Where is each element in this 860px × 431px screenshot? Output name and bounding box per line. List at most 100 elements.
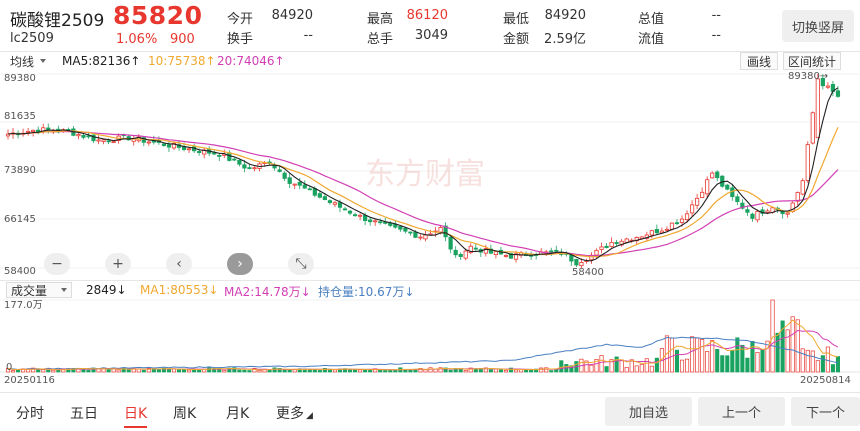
candle xyxy=(554,245,559,253)
volume-bar xyxy=(121,367,126,373)
volume-bar xyxy=(820,355,825,373)
candle-body xyxy=(654,228,659,234)
volume-bar xyxy=(700,339,705,373)
low-annotation: 58400 xyxy=(572,267,604,278)
volume-bar xyxy=(483,367,488,373)
volume-bar xyxy=(755,352,760,373)
volume-bar xyxy=(785,329,790,373)
candle xyxy=(96,135,101,145)
volume-bar xyxy=(830,364,835,373)
tab-weekly-k[interactable]: 周K xyxy=(173,406,197,422)
volume-bar xyxy=(690,336,695,373)
volume-bar xyxy=(493,368,498,373)
candle xyxy=(463,248,468,261)
tab-monthly-k[interactable]: 月K xyxy=(226,406,250,422)
watermark: 东方财富 xyxy=(365,157,485,192)
volume-bar xyxy=(222,370,227,373)
zoom-in-button[interactable]: + xyxy=(105,253,131,275)
candle-body xyxy=(810,112,815,144)
candle-body xyxy=(217,154,222,157)
range-stats-button[interactable]: 区间统计 xyxy=(783,52,841,70)
volume-bar xyxy=(684,358,690,373)
zoom-out-button[interactable]: − xyxy=(44,253,70,275)
volume-bar xyxy=(31,367,36,373)
quote-label-total-lots: 总手 xyxy=(367,32,394,47)
candle-body xyxy=(81,135,86,138)
quote-label-total-value: 总值 xyxy=(638,12,665,27)
volume-bar xyxy=(71,367,76,373)
scroll-right-button[interactable]: › xyxy=(227,253,253,275)
quote-value-low: 84920 xyxy=(544,8,586,23)
candle-body xyxy=(161,143,167,146)
draw-line-button[interactable]: 画线 xyxy=(740,52,778,70)
candle xyxy=(297,177,302,190)
candle xyxy=(574,258,579,267)
volume-bar xyxy=(634,365,639,373)
main-indicator-select[interactable]: 均线 xyxy=(10,53,47,69)
tab-intraday[interactable]: 分时 xyxy=(16,406,44,422)
candle-body xyxy=(765,210,770,213)
candle-body xyxy=(378,221,383,224)
volume-bar xyxy=(624,366,629,373)
volume-bar xyxy=(51,369,56,373)
add-watchlist-button[interactable]: 加自选 xyxy=(605,397,692,426)
main-indicator-label: 均线 xyxy=(10,54,35,69)
tab-daily-k[interactable]: 日K xyxy=(124,403,148,428)
volume-indicator-select[interactable]: 成交量 xyxy=(6,282,73,298)
candle xyxy=(705,176,710,199)
candle xyxy=(815,74,820,139)
candle-body xyxy=(91,134,96,142)
volume-bar xyxy=(498,369,503,373)
volume-bar xyxy=(835,356,841,373)
candle-body xyxy=(493,251,499,255)
volume-bar xyxy=(26,369,31,373)
candle-body xyxy=(815,78,820,139)
candle xyxy=(689,200,695,217)
candle xyxy=(357,213,363,221)
chevron-down-icon xyxy=(61,288,68,292)
candle xyxy=(332,200,338,208)
switch-portrait-button[interactable]: 切换竖屏 xyxy=(782,10,854,42)
candle xyxy=(86,132,91,139)
volume-bar xyxy=(735,337,740,373)
tab-more[interactable]: 更多 ◢ xyxy=(276,403,313,423)
volume-bar xyxy=(378,369,383,373)
volume-ma2: MA2:14.78万↓ xyxy=(224,285,311,299)
volume-value: 2849↓ xyxy=(86,283,127,297)
scroll-left-button[interactable]: ‹ xyxy=(166,253,192,275)
candle-body xyxy=(227,152,232,161)
candle xyxy=(5,129,11,140)
tab-five-day[interactable]: 五日 xyxy=(70,406,98,422)
candle xyxy=(237,159,242,167)
candle xyxy=(347,209,353,216)
candle xyxy=(478,247,483,257)
candle-body xyxy=(232,158,237,161)
candle-body xyxy=(423,234,428,240)
next-button[interactable]: 下一个 xyxy=(791,397,860,426)
volume-bar xyxy=(513,369,519,373)
candle xyxy=(614,239,619,246)
previous-button[interactable]: 上一个 xyxy=(698,397,785,426)
volume-bar xyxy=(639,363,644,373)
candle xyxy=(745,205,750,216)
ma10-value: 10:75738↑ xyxy=(148,54,216,68)
candle xyxy=(805,141,810,183)
candle-body xyxy=(579,262,584,267)
volume-chart[interactable]: 177.0万 0 20250116 20250814 xyxy=(0,298,860,392)
candle-body xyxy=(700,191,705,198)
candle-body xyxy=(750,213,755,219)
volume-bar xyxy=(383,370,388,373)
candle-body xyxy=(86,135,91,138)
kline-chart[interactable]: 东方财富 89380 81635 73890 66145 58400 89380… xyxy=(0,69,860,280)
candle-body xyxy=(599,246,604,250)
candle xyxy=(76,132,81,140)
candle-body xyxy=(674,222,680,225)
volume-bar xyxy=(373,368,378,373)
high-annotation: 89380→ xyxy=(788,71,828,82)
reset-view-icon[interactable]: ⤡ xyxy=(288,253,314,275)
candle-body xyxy=(332,202,338,205)
volume-bar xyxy=(322,368,327,373)
volume-bar xyxy=(695,337,700,373)
candle-body xyxy=(624,238,629,243)
candle-body xyxy=(684,213,690,221)
